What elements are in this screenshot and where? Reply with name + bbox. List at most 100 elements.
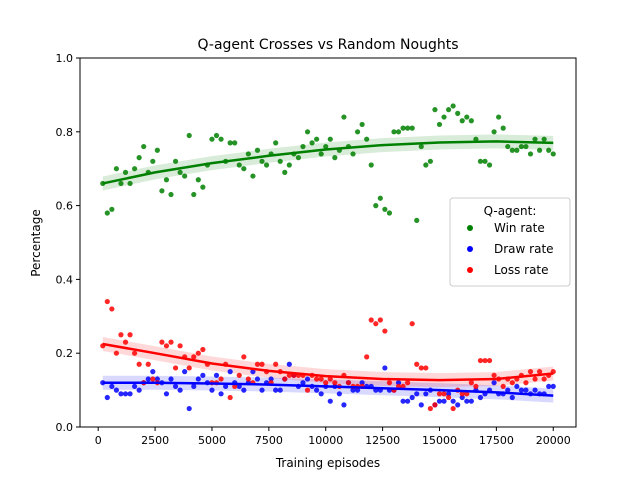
win-rate-point — [496, 114, 502, 120]
draw-rate-point — [118, 391, 124, 397]
x-tick-label: 0 — [95, 434, 102, 447]
win-rate-point — [172, 158, 179, 164]
loss-rate-point — [423, 365, 429, 371]
loss-rate-point — [464, 391, 470, 397]
draw-rate-point — [382, 365, 388, 371]
loss-rate-point — [113, 350, 120, 356]
loss-rate-point — [373, 321, 379, 327]
draw-rate-point — [150, 369, 156, 375]
win-rate-point — [168, 191, 174, 198]
draw-rate-point — [250, 369, 256, 375]
y-tick-label: 1.0 — [56, 52, 74, 65]
x-tick-label: 10000 — [308, 434, 343, 447]
win-rate-point — [464, 114, 470, 120]
loss-rate-point — [523, 380, 529, 386]
draw-rate-point — [223, 383, 229, 390]
draw-rate-point — [268, 376, 274, 382]
win-rate-point — [118, 180, 124, 187]
loss-rate-point — [500, 383, 506, 390]
win-rate-point — [300, 143, 306, 150]
win-rate-point — [263, 162, 270, 168]
loss-rate-point — [200, 346, 206, 353]
draw-rate-point — [505, 387, 511, 393]
draw-rate-trend-line — [102, 381, 554, 397]
loss-rate-point — [332, 380, 338, 386]
loss-rate-point — [163, 343, 170, 349]
win-rate-point — [532, 136, 538, 142]
draw-rate-point — [354, 387, 361, 393]
loss-rate-point — [486, 357, 493, 364]
win-rate-point — [295, 155, 302, 161]
y-tick-label: 0.4 — [56, 273, 74, 286]
win-rate-point — [523, 143, 529, 150]
plot-area — [100, 103, 556, 412]
loss-rate-point — [491, 372, 497, 378]
draw-rate-point — [532, 387, 538, 393]
win-rate-point — [109, 206, 115, 212]
win-rate-point — [400, 125, 406, 131]
loss-rate-point — [159, 339, 165, 345]
loss-rate-point — [405, 380, 411, 386]
win-rate-point — [132, 166, 138, 172]
win-rate-point — [213, 132, 220, 139]
draw-rate-point — [318, 391, 324, 397]
draw-rate-point — [477, 394, 484, 401]
draw-rate-point — [468, 398, 474, 404]
draw-rate-point — [182, 369, 188, 375]
draw-rate-legend-label: Draw rate — [494, 242, 554, 256]
draw-rate-point — [227, 369, 233, 375]
draw-rate-legend-marker — [467, 246, 473, 252]
draw-rate-point — [450, 398, 456, 404]
win-rate-point — [327, 136, 333, 142]
draw-rate-point — [350, 387, 356, 393]
draw-rate-point — [327, 398, 333, 404]
loss-rate-point — [104, 298, 110, 305]
loss-rate-point — [314, 376, 320, 382]
win-rate-point — [127, 180, 133, 187]
win-rate-point — [273, 140, 279, 146]
draw-rate-point — [414, 391, 420, 397]
loss-rate-point — [122, 339, 129, 345]
win-rate-point — [250, 173, 256, 179]
win-rate-point — [218, 136, 224, 142]
loss-rate-point — [450, 405, 456, 412]
win-rate-point — [450, 103, 456, 109]
win-rate-point — [200, 184, 206, 190]
loss-rate-point — [536, 369, 543, 375]
draw-rate-point — [273, 387, 279, 393]
loss-rate-point — [459, 391, 465, 397]
draw-rate-point — [405, 398, 411, 404]
win-rate-point — [418, 143, 424, 150]
draw-rate-point — [464, 398, 470, 404]
loss-rate-point — [427, 405, 433, 412]
draw-rate-point — [409, 394, 415, 401]
draw-rate-point — [136, 387, 142, 393]
draw-rate-point — [200, 372, 206, 378]
loss-rate-point — [254, 361, 261, 367]
loss-rate-point — [227, 394, 233, 401]
win-rate-point — [350, 151, 356, 157]
draw-rate-point — [359, 380, 365, 386]
loss-rate-point — [109, 306, 115, 312]
win-rate-point — [182, 173, 188, 179]
win-rate-point — [104, 210, 110, 216]
y-tick-label: 0.6 — [56, 200, 74, 213]
win-rate-point — [550, 151, 556, 157]
win-rate-point — [395, 129, 402, 135]
draw-rate-point — [209, 387, 215, 393]
loss-rate-point — [172, 365, 179, 371]
loss-rate-point — [364, 354, 370, 360]
win-rate-point — [368, 162, 374, 168]
y-tick-label: 0.2 — [56, 347, 74, 360]
draw-rate-point — [436, 398, 443, 404]
loss-rate-point — [150, 376, 156, 382]
win-rate-point — [236, 162, 242, 168]
x-tick-label: 20000 — [536, 434, 571, 447]
win-rate-point — [386, 210, 393, 216]
loss-rate-trend-line — [102, 342, 554, 382]
win-rate-point — [141, 143, 147, 150]
loss-rate-point — [386, 380, 393, 386]
win-rate-point — [282, 169, 288, 175]
win-rate-point — [341, 114, 347, 120]
